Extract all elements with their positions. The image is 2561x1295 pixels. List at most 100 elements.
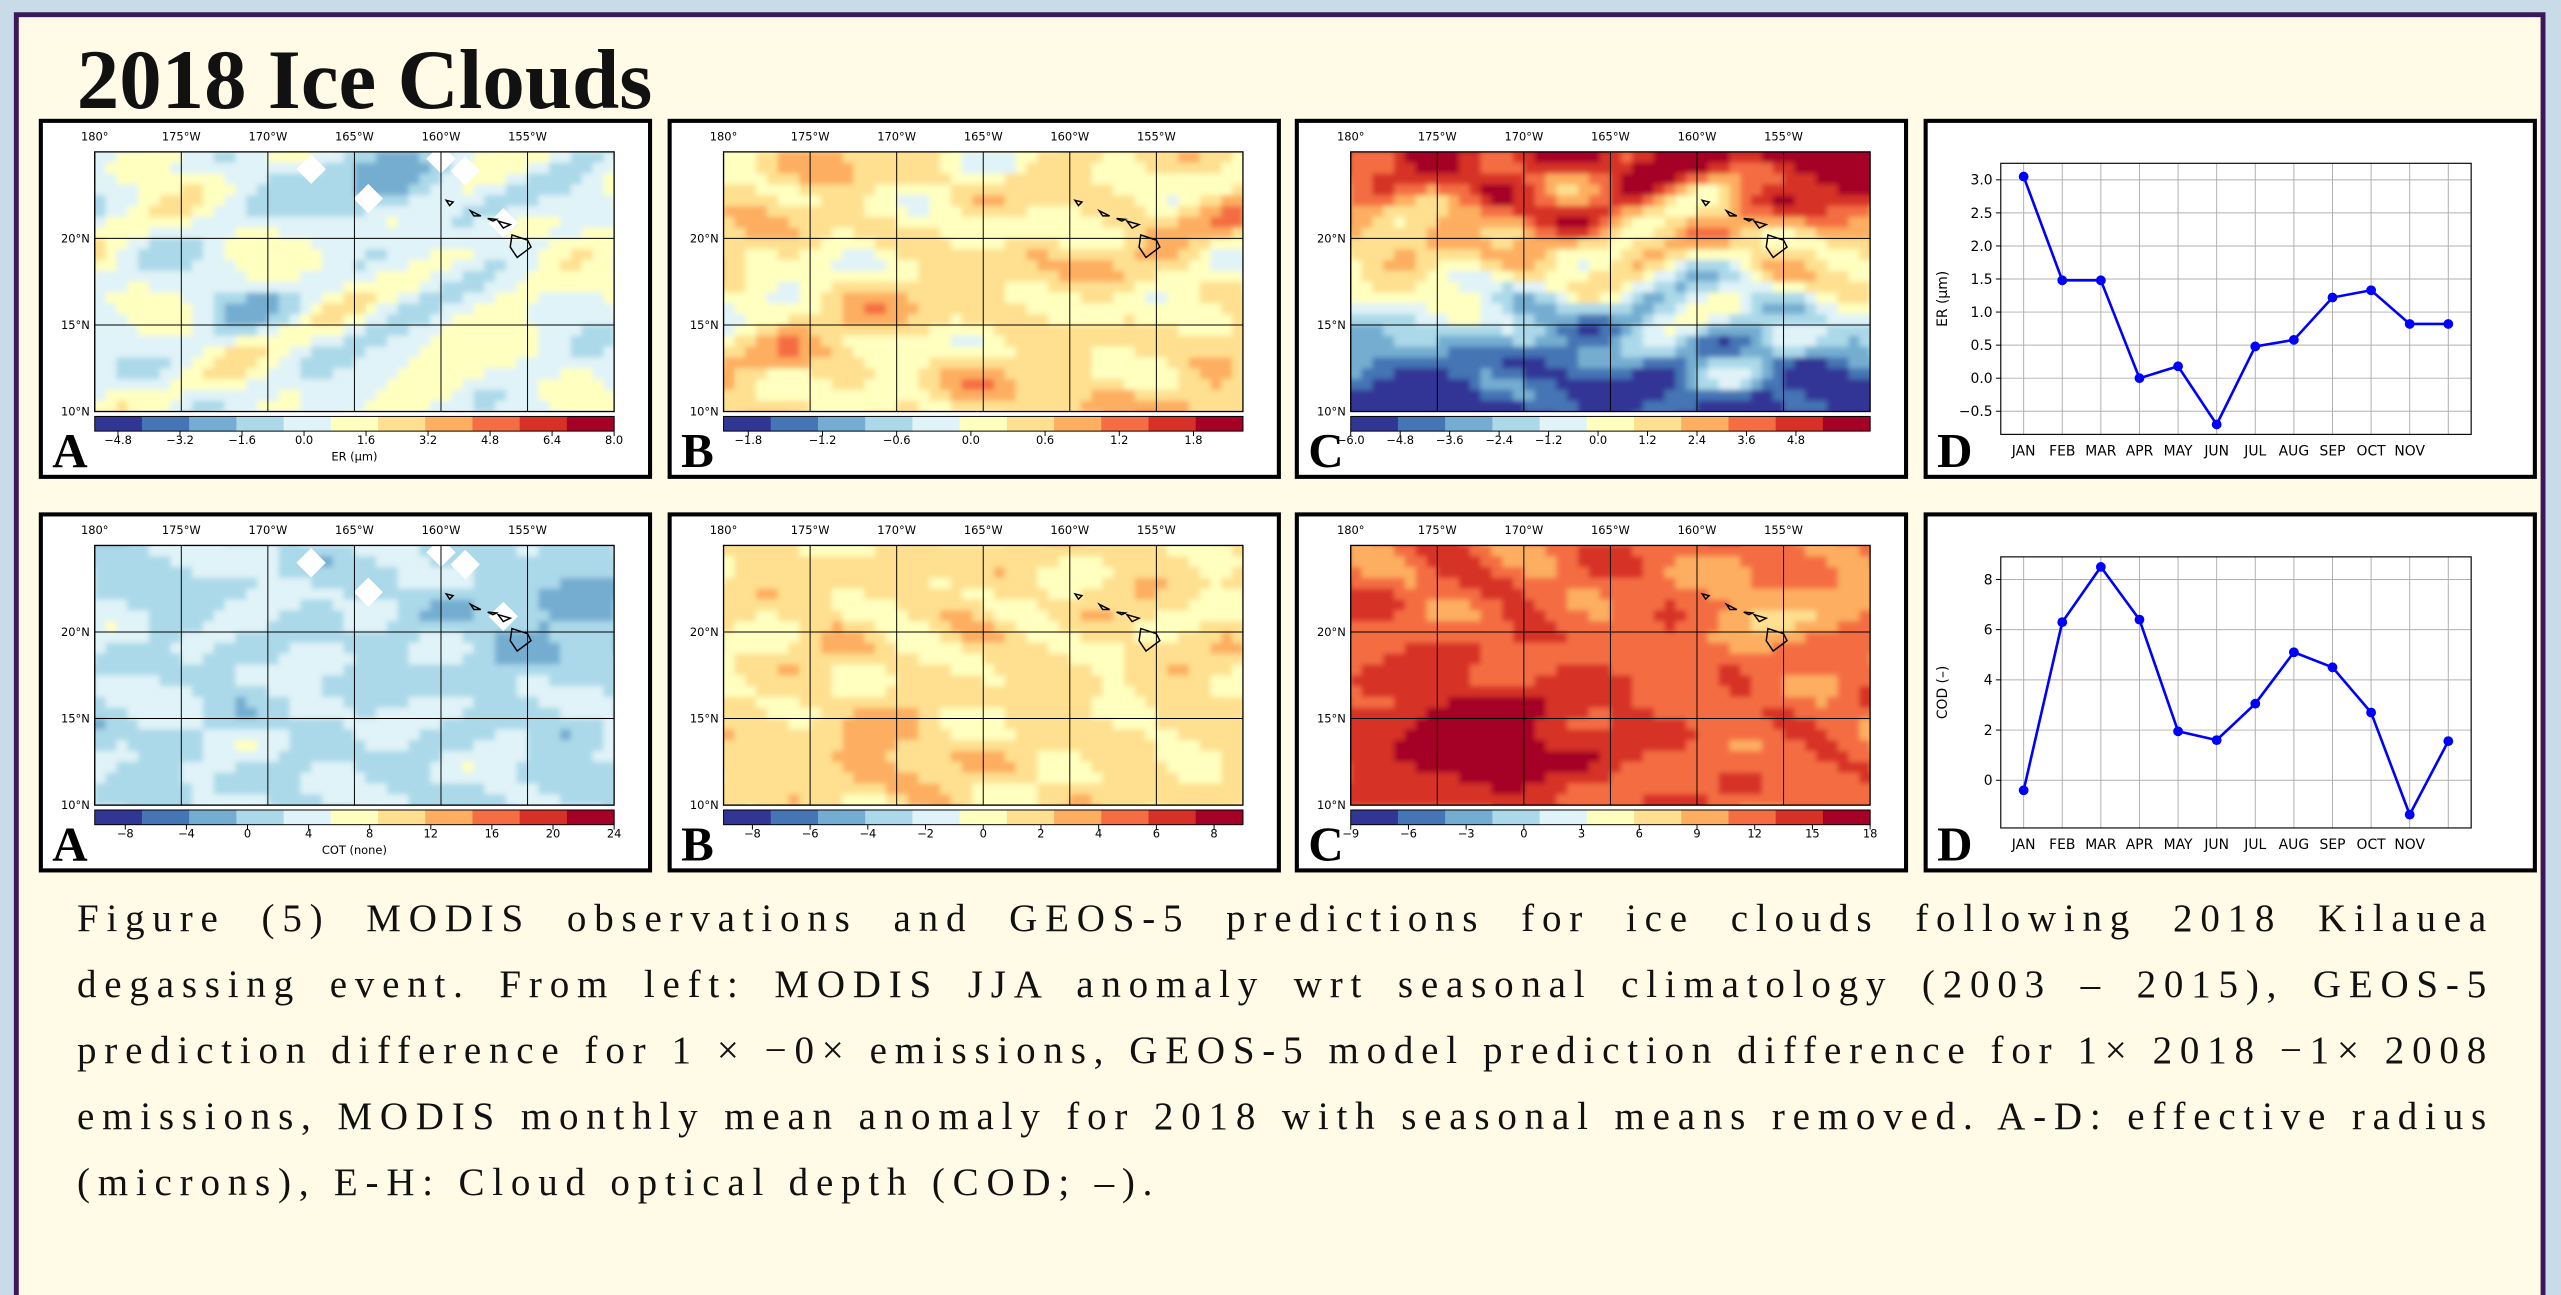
map-cell (1124, 238, 1136, 250)
map-cell (799, 260, 811, 272)
map-cell (1070, 379, 1082, 391)
map-cell (1189, 249, 1201, 261)
map-cell (484, 578, 496, 590)
map-cell (1016, 238, 1028, 250)
map-cell (1189, 238, 1201, 250)
map-cell (1221, 379, 1233, 391)
map-cell (549, 163, 561, 175)
map-cell (767, 238, 779, 250)
map-cell (517, 589, 529, 601)
map-cell (1794, 303, 1806, 315)
map-cell (918, 249, 930, 261)
map-cell (1027, 293, 1039, 305)
map-cell (1589, 271, 1601, 283)
map-cell (1578, 238, 1590, 250)
map-cell (214, 621, 226, 633)
map-cell (1200, 303, 1212, 315)
map-cell (268, 195, 280, 207)
map-cell (1372, 195, 1384, 207)
map-cell (160, 610, 172, 622)
map-cell (571, 621, 583, 633)
map-cell (1113, 260, 1125, 272)
map-cell (398, 556, 410, 568)
map-cell (1481, 293, 1493, 305)
map-cell (268, 152, 280, 164)
map-cell (387, 654, 399, 666)
map-cell (506, 368, 518, 380)
map-cell (1578, 152, 1590, 164)
map-cell (1070, 293, 1082, 305)
map-cell (853, 228, 865, 240)
map-cell (214, 664, 226, 676)
map-cell (1351, 228, 1363, 240)
map-cell (1762, 347, 1774, 359)
map-cell (571, 152, 583, 164)
map-cell (322, 282, 334, 294)
map-cell (409, 610, 421, 622)
map-cell (1091, 357, 1103, 369)
map-cell (1437, 206, 1449, 218)
map-cell (778, 303, 790, 315)
map-cell (1005, 174, 1017, 186)
map-cell (538, 357, 550, 369)
map-cell (1546, 401, 1558, 413)
map-cell (810, 206, 822, 218)
map-cell (246, 293, 258, 305)
map-cell (95, 228, 107, 240)
map-cell (419, 314, 431, 326)
map-cell (441, 347, 453, 359)
map-cell (1124, 271, 1136, 283)
map-cell (257, 206, 269, 218)
map-cell (951, 325, 963, 337)
map-cell (1805, 238, 1817, 250)
map-cell (940, 314, 952, 326)
map-cell (430, 217, 442, 229)
map-cell (1416, 347, 1428, 359)
map-cell (322, 238, 334, 250)
map-cell (1654, 163, 1666, 175)
map-cell (1513, 249, 1525, 261)
map-cell (592, 325, 604, 337)
map-cell (1491, 184, 1503, 196)
map-cell (549, 578, 561, 590)
map-cell (1502, 228, 1514, 240)
map-cell (517, 325, 529, 337)
map-cell (756, 379, 768, 391)
map-cell (1037, 195, 1049, 207)
map-cell (918, 271, 930, 283)
map-cell (1546, 195, 1558, 207)
map-cell (398, 357, 410, 369)
map-cell (1200, 368, 1212, 380)
map-cell (300, 621, 312, 633)
map-cell (333, 152, 345, 164)
map-cell (528, 545, 540, 557)
map-cell (1859, 401, 1871, 413)
map-cell (1859, 390, 1871, 402)
map-cell (300, 664, 312, 676)
map-cell (203, 260, 215, 272)
map-cell (994, 368, 1006, 380)
map-cell (452, 664, 464, 676)
map-cell (398, 675, 410, 687)
map-cell (268, 271, 280, 283)
map-cell (832, 401, 844, 413)
map-cell (1827, 163, 1839, 175)
map-cell (1178, 260, 1190, 272)
map-cell (1189, 152, 1201, 164)
map-cell (138, 347, 150, 359)
map-cell (1838, 314, 1850, 326)
map-cell (897, 206, 909, 218)
map-cell (972, 249, 984, 261)
map-cell (1178, 195, 1190, 207)
map-cell (106, 303, 118, 315)
map-cell (1621, 347, 1633, 359)
map-cell (279, 249, 291, 261)
map-cell (365, 545, 377, 557)
map-cell (734, 260, 746, 272)
map-cell (344, 163, 356, 175)
map-cell (1535, 379, 1547, 391)
map-cell (116, 152, 128, 164)
map-cell (311, 228, 323, 240)
map-cell (1502, 249, 1514, 261)
map-cell (106, 708, 118, 720)
